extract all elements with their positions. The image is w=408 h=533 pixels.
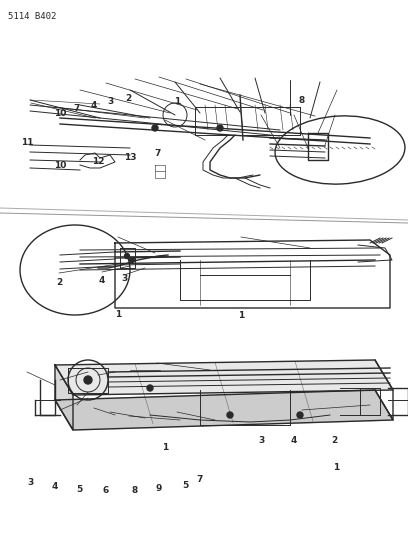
Text: 1: 1 xyxy=(237,311,244,320)
Text: 13: 13 xyxy=(124,154,137,162)
Circle shape xyxy=(227,412,233,418)
Text: 8: 8 xyxy=(299,96,305,104)
Text: 2: 2 xyxy=(331,436,338,445)
Text: 3: 3 xyxy=(27,479,34,487)
Text: 1: 1 xyxy=(115,310,122,319)
Text: 12: 12 xyxy=(92,157,104,166)
Text: 2: 2 xyxy=(125,94,132,103)
Text: 10: 10 xyxy=(54,109,67,118)
Text: 7: 7 xyxy=(197,475,203,484)
Text: 10: 10 xyxy=(54,161,67,169)
Text: 1: 1 xyxy=(174,97,181,106)
Text: 5114 B402: 5114 B402 xyxy=(8,12,56,21)
Text: 6: 6 xyxy=(103,487,109,495)
Circle shape xyxy=(124,254,129,259)
Text: 4: 4 xyxy=(52,482,58,491)
Text: 5: 5 xyxy=(76,485,83,494)
Text: 4: 4 xyxy=(290,436,297,445)
Text: 11: 11 xyxy=(21,139,33,147)
Circle shape xyxy=(297,412,303,418)
Text: 8: 8 xyxy=(131,487,138,495)
Text: 2: 2 xyxy=(56,278,62,287)
Text: 3: 3 xyxy=(258,436,264,445)
Circle shape xyxy=(147,385,153,391)
Circle shape xyxy=(217,125,223,131)
Text: 4: 4 xyxy=(91,101,97,109)
Text: 1: 1 xyxy=(333,464,340,472)
Circle shape xyxy=(129,257,135,262)
Text: 7: 7 xyxy=(73,104,80,113)
Polygon shape xyxy=(55,365,73,430)
Text: 3: 3 xyxy=(121,274,128,282)
Text: 7: 7 xyxy=(154,149,160,158)
Text: 9: 9 xyxy=(156,484,162,492)
Text: 1: 1 xyxy=(162,443,169,452)
Text: 4: 4 xyxy=(99,276,105,285)
Circle shape xyxy=(152,125,158,131)
Circle shape xyxy=(84,376,92,384)
Polygon shape xyxy=(55,390,393,430)
Text: 3: 3 xyxy=(107,97,113,106)
Polygon shape xyxy=(55,360,393,395)
Text: 5: 5 xyxy=(182,481,189,489)
